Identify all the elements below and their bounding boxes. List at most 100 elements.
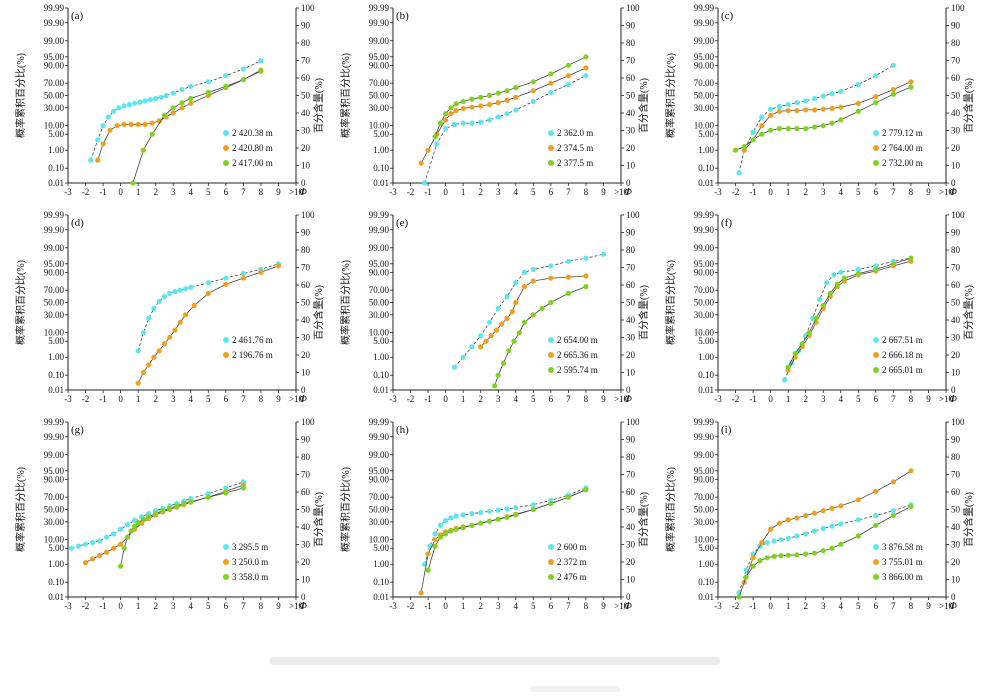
data-point [829,120,835,126]
data-point [785,108,791,114]
x-tick-label: 4 [189,601,194,611]
data-point [504,506,510,512]
left-tick-label: 90.00 [369,60,390,70]
data-point [153,510,159,517]
data-point [90,556,96,562]
data-point [785,364,791,370]
left-tick-label: 99.00 [44,243,65,253]
right-tick-label: 50 [626,298,636,308]
left-axis-title: 概率累积百分比(%) [14,260,27,345]
legend-label: 2 420.80 m [232,143,273,153]
x-tick-label: 3 [496,601,501,611]
data-point [829,523,835,529]
x-tick-label: 1 [786,394,791,404]
left-tick-label: 99.99 [44,417,65,427]
left-tick-label: 0.10 [373,163,389,173]
data-point [583,487,589,493]
right-axis-title: 百分含量(%) [637,78,650,133]
x-tick-label: -2 [407,601,415,611]
data-point [583,255,589,261]
x-tick-label: 4 [514,601,519,611]
data-point [188,499,194,505]
data-point [156,348,162,354]
left-tick-label: 95.00 [44,466,65,476]
data-point [128,121,134,127]
data-point [794,515,800,521]
data-point [223,83,229,89]
right-tick-label: 50 [626,505,636,515]
data-point [890,479,897,485]
data-point [149,131,155,137]
data-point [418,590,424,596]
data-point [513,107,519,113]
right-tick-label: 20 [951,143,961,153]
data-point [794,126,800,132]
right-tick-label: 40 [626,315,636,325]
left-tick-label: 30.00 [369,310,390,320]
right-tick-label: 90 [301,21,311,31]
data-point [135,519,141,526]
data-point [759,114,765,120]
data-point [121,103,127,109]
left-tick-label: 0.01 [48,385,64,395]
legend-marker [873,337,879,343]
left-tick-label: 30.00 [694,103,715,113]
data-point [132,100,138,106]
legend-label: 2 374.5 m [557,143,593,153]
left-axis-title: 概率累积百分比(%) [664,467,677,552]
data-point [179,86,185,93]
data-point [97,538,103,544]
x-tick-label: 0 [118,601,123,611]
data-point [167,334,173,340]
left-tick-label: 70.00 [694,78,715,88]
data-point [448,105,454,111]
right-axis-title: 百分含量(%) [312,78,325,133]
left-tick-label: 0.01 [48,592,64,602]
data-point [142,98,148,104]
data-point [741,144,747,150]
x-tick-label: -3 [64,187,72,197]
data-point [521,269,528,275]
data-point [205,79,211,85]
x-tick-label: >10 [289,394,304,404]
data-point [855,266,861,272]
data-point [565,274,572,280]
data-point [504,315,510,321]
x-tick-label: -1 [424,187,432,197]
x-tick-label: -1 [99,394,107,404]
data-point [511,338,517,344]
data-point [565,73,572,79]
data-point [111,531,117,537]
data-point [499,321,505,327]
left-tick-label: 10.00 [694,121,715,131]
x-tick-label: >10 [614,394,629,404]
left-tick-label: 50.00 [369,298,390,308]
x-tick-label: 7 [891,394,896,404]
right-tick-label: 20 [626,557,636,567]
legend-marker [873,160,879,166]
data-point [513,85,519,91]
data-point [432,134,438,140]
data-point [806,330,812,336]
series-trend-line [743,81,912,151]
data-point [873,522,879,529]
right-tick-label: 40 [626,108,636,118]
data-point [432,543,438,549]
data-point [188,83,194,89]
x-tick-label: 6 [224,187,229,197]
left-tick-label: 1.00 [373,352,389,362]
data-point [743,574,749,580]
right-tick-label: 30 [301,126,311,136]
right-tick-label: 80 [626,38,636,48]
x-tick-label: 8 [259,601,264,611]
data-point [434,141,440,147]
left-tick-label: 99.99 [369,417,390,427]
x-tick-label: 9 [276,394,281,404]
right-axis-title: 百分含量(%) [637,492,650,547]
data-point [768,127,774,133]
data-point [172,327,178,333]
x-tick-label: 7 [566,187,571,197]
left-tick-label: 5.00 [48,543,64,553]
left-tick-label: 99.90 [694,225,715,235]
x-tick-label: -2 [82,601,90,611]
